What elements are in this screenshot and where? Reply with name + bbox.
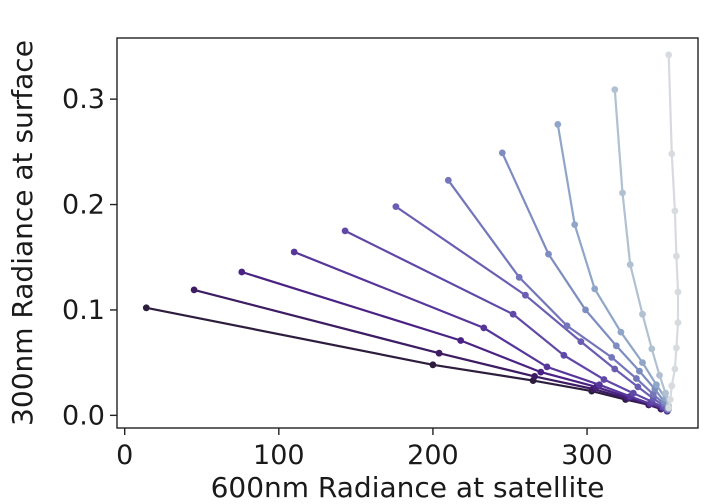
plot-area	[142, 51, 682, 415]
series-line	[667, 54, 680, 409]
data-point	[537, 368, 545, 376]
data-point	[142, 304, 150, 312]
data-point	[554, 121, 562, 128]
series-line	[613, 89, 670, 407]
data-point	[648, 345, 656, 353]
x-tick-label: 0	[116, 440, 133, 471]
series-line	[501, 152, 670, 410]
data-point	[611, 365, 619, 373]
data-point	[639, 359, 646, 366]
data-point	[560, 351, 568, 359]
data-point	[509, 310, 517, 318]
data-point	[668, 150, 676, 158]
data-point	[577, 338, 585, 345]
data-point	[612, 342, 620, 350]
data-point	[435, 349, 443, 357]
data-point	[674, 288, 682, 296]
data-point	[582, 306, 589, 314]
data-point	[600, 376, 608, 383]
data-point	[545, 250, 552, 258]
data-point	[619, 189, 626, 197]
series-line	[241, 270, 668, 413]
data-point	[515, 273, 523, 281]
data-point	[656, 371, 663, 379]
data-point	[543, 363, 551, 371]
data-point	[429, 361, 437, 369]
data-point	[673, 344, 680, 352]
x-tick-label: 100	[253, 440, 305, 471]
data-point	[522, 291, 529, 299]
x-tick-label: 200	[407, 440, 459, 471]
series-5	[341, 227, 671, 414]
data-point	[636, 367, 643, 375]
data-point	[668, 382, 676, 390]
data-point	[571, 221, 579, 229]
series-line	[447, 179, 669, 410]
data-point	[629, 389, 637, 397]
data-point	[498, 149, 506, 157]
data-point	[563, 322, 571, 330]
data-point	[444, 176, 452, 184]
data-point	[457, 337, 465, 344]
y-tick-label: 0.2	[62, 190, 105, 221]
data-point	[341, 227, 349, 235]
series-11	[665, 51, 682, 412]
data-point	[665, 51, 673, 59]
data-point	[671, 365, 679, 373]
data-point	[671, 207, 679, 215]
y-tick-label: 0.3	[62, 84, 105, 115]
data-point	[480, 324, 488, 332]
data-point	[673, 252, 680, 260]
data-point	[634, 383, 642, 391]
data-point	[531, 373, 538, 380]
series-4	[290, 248, 671, 414]
data-point	[649, 390, 657, 398]
y-axis: 0.0 0.1 0.2 0.3	[62, 84, 117, 431]
data-point	[633, 375, 640, 382]
data-point	[617, 328, 625, 336]
series-1	[142, 304, 671, 415]
data-point	[662, 389, 669, 397]
data-point	[238, 268, 246, 276]
data-point	[665, 404, 673, 412]
y-axis-label: 300nm Radiance at surface	[6, 40, 39, 426]
data-point	[639, 310, 646, 318]
x-tick-label: 300	[561, 440, 613, 471]
data-point	[392, 203, 400, 211]
data-point	[190, 286, 198, 294]
data-point	[674, 319, 682, 326]
data-point	[626, 261, 634, 268]
x-axis: 0 100 200 300	[116, 428, 613, 471]
data-point	[596, 381, 603, 389]
plot-frame	[116, 37, 699, 429]
data-point	[290, 248, 298, 256]
y-tick-label: 0.0	[62, 400, 105, 431]
data-point	[591, 285, 599, 293]
series-line	[556, 124, 670, 409]
data-point	[666, 396, 674, 403]
y-tick-label: 0.1	[62, 295, 105, 326]
data-point	[653, 381, 660, 389]
x-axis-label: 600nm Radiance at satellite	[211, 471, 605, 504]
data-point	[608, 354, 616, 361]
data-point	[611, 86, 619, 93]
